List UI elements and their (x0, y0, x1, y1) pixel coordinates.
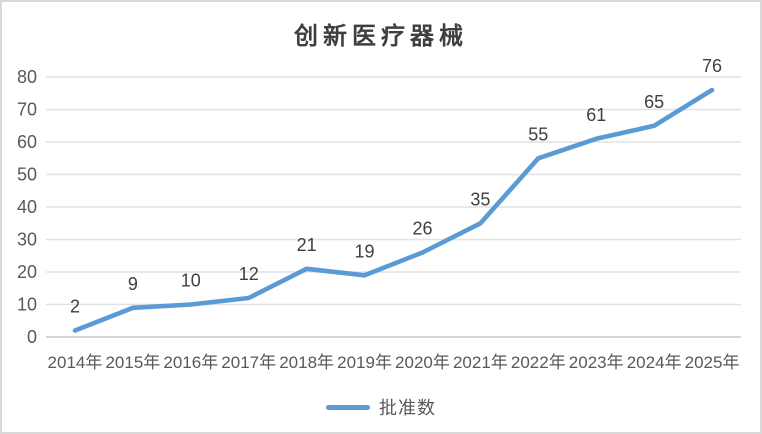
data-label: 65 (644, 92, 664, 112)
y-tick-label: 70 (17, 100, 37, 120)
legend-series-label: 批准数 (379, 398, 436, 418)
y-tick-label: 0 (27, 327, 37, 347)
data-label: 76 (702, 56, 722, 76)
y-tick-label: 10 (17, 295, 37, 315)
x-tick-label: 2014年 (48, 353, 103, 372)
x-tick-label: 2015年 (105, 353, 160, 372)
y-tick-label: 80 (17, 67, 37, 87)
chart-title: 创新医疗器械 (294, 21, 468, 50)
x-tick-label: 2023年 (569, 353, 624, 372)
x-tick-label: 2016年 (163, 353, 218, 372)
data-label: 21 (297, 235, 317, 255)
y-tick-label: 30 (17, 230, 37, 250)
data-label: 35 (470, 189, 490, 209)
x-tick-label: 2022年 (511, 353, 566, 372)
y-tick-label: 40 (17, 197, 37, 217)
data-label: 10 (181, 271, 201, 291)
x-tick-label: 2021年 (453, 353, 508, 372)
x-tick-label: 2017年 (221, 353, 276, 372)
data-label: 12 (239, 264, 259, 284)
y-tick-label: 50 (17, 165, 37, 185)
legend: 批准数 (2, 394, 760, 420)
x-tick-label: 2024年 (627, 353, 682, 372)
x-tick-label: 2018年 (279, 353, 334, 372)
x-tick-label: 2020年 (395, 353, 450, 372)
series-line (72, 87, 715, 333)
y-tick-label: 60 (17, 132, 37, 152)
data-label: 2 (70, 297, 80, 317)
y-tick-label: 20 (17, 262, 37, 282)
data-label: 26 (412, 219, 432, 239)
data-label: 19 (355, 241, 375, 261)
legend-line-swatch (326, 404, 370, 410)
data-label: 55 (528, 124, 548, 144)
data-label: 61 (586, 105, 606, 125)
data-label: 9 (128, 274, 138, 294)
x-tick-label: 2019年 (337, 353, 392, 372)
x-tick-label: 2025年 (685, 353, 740, 372)
